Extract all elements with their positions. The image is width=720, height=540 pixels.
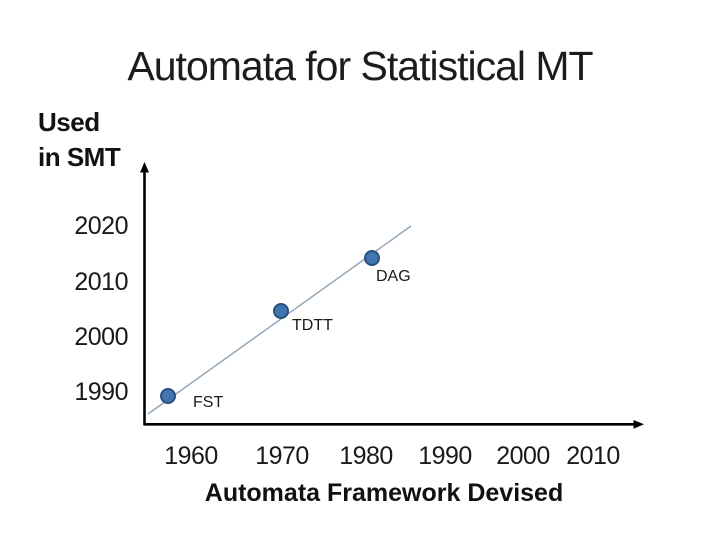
x-tick-1990: 1990 (418, 442, 472, 470)
y-tick-2010: 2010 (74, 268, 128, 296)
x-tick-2010: 2010 (566, 442, 620, 470)
slide-title: Automata for Statistical MT (127, 43, 593, 89)
x-tick-1960: 1960 (164, 442, 218, 470)
x-tick-1980: 1980 (339, 442, 393, 470)
y-axis-arrowhead-icon (140, 162, 149, 173)
x-tick-2000: 2000 (496, 442, 550, 470)
data-point-dag (364, 250, 380, 266)
point-label-tdtt: TDTT (292, 317, 333, 334)
x-tick-1970: 1970 (255, 442, 309, 470)
y-tick-2020: 2020 (74, 212, 128, 240)
y-tick-1990: 1990 (74, 378, 128, 406)
x-axis-caption: Automata Framework Devised (204, 479, 564, 507)
y-axis-title-line1: Used (38, 107, 100, 137)
x-axis-arrowhead-icon (633, 420, 644, 429)
data-point-tdtt (273, 303, 289, 319)
y-axis-title-line2: in SMT (38, 142, 121, 172)
point-label-fst: FST (193, 394, 224, 411)
point-label-dag: DAG (376, 268, 411, 285)
y-tick-2000: 2000 (74, 323, 128, 351)
data-point-fst (160, 388, 176, 404)
y-axis-title: Used in SMT (38, 105, 121, 175)
